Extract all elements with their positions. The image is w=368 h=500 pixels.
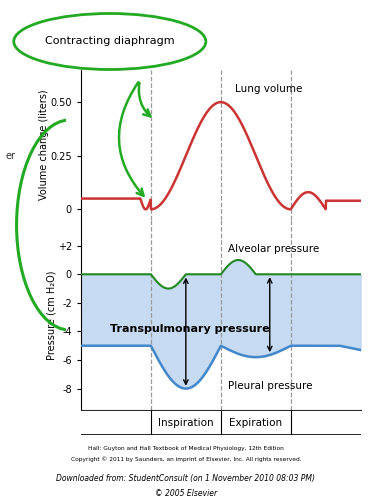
Text: Pleural pressure: Pleural pressure [228,380,312,390]
Text: © 2005 Elsevier: © 2005 Elsevier [155,489,217,498]
Text: Alveolar pressure: Alveolar pressure [228,244,319,254]
Text: Transpulmonary pressure: Transpulmonary pressure [110,324,269,334]
Y-axis label: Volume change (liters): Volume change (liters) [39,90,49,200]
Text: Inspiration: Inspiration [158,418,214,428]
Text: Expiration: Expiration [229,418,282,428]
Text: Lung volume: Lung volume [235,84,302,94]
Y-axis label: Pressure (cm H₂O): Pressure (cm H₂O) [46,270,56,360]
Text: Contracting diaphragm: Contracting diaphragm [45,36,175,46]
Text: er: er [5,151,15,161]
Text: Downloaded from: StudentConsult (on 1 November 2010 08:03 PM): Downloaded from: StudentConsult (on 1 No… [56,474,315,484]
Text: Hall: Guyton and Hall Textbook of Medical Physiology, 12th Edition: Hall: Guyton and Hall Textbook of Medica… [88,446,284,450]
Text: Copyright © 2011 by Saunders, an imprint of Elsevier, Inc. All rights reserved.: Copyright © 2011 by Saunders, an imprint… [71,456,301,462]
